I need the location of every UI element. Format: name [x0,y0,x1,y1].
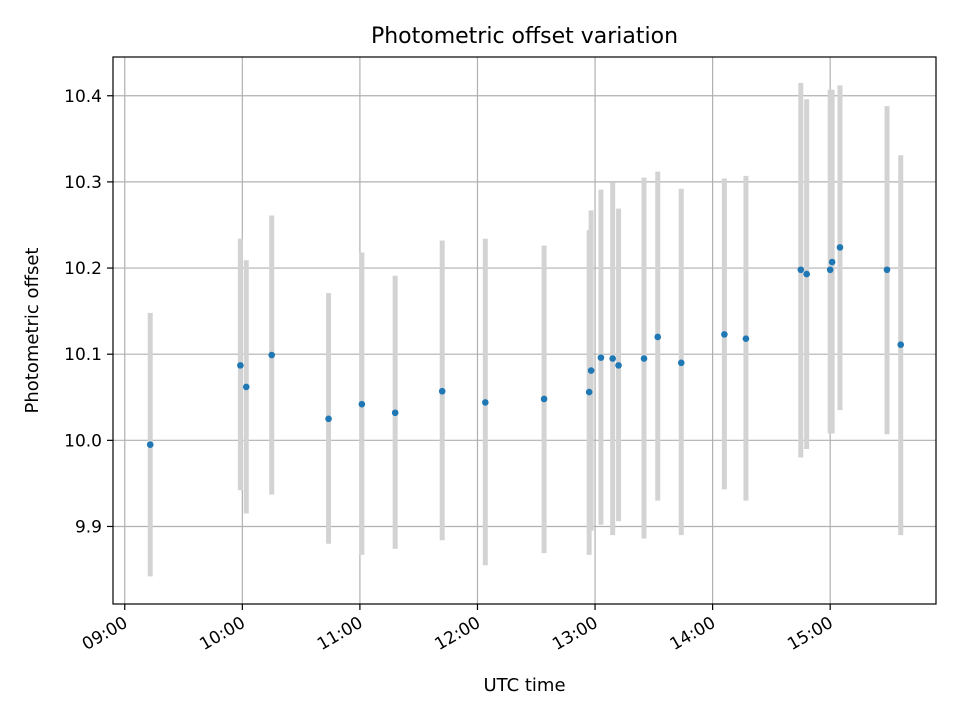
data-point [883,266,891,274]
data-point [640,355,648,362]
plot-area [113,57,936,604]
data-point [391,409,399,417]
data-point [146,441,154,448]
data-point [742,335,750,342]
x-axis-label: UTC time [483,675,565,696]
data-point [438,387,446,395]
data-point [797,266,805,274]
data-point [609,355,616,362]
data-point [803,270,810,278]
data-point [826,266,834,274]
y-tick-label: 10.1 [64,345,102,365]
chart-title: Photometric offset variation [371,24,678,49]
data-point-layer [146,244,905,448]
y-tick-label: 9.9 [75,517,102,537]
data-point [828,258,836,266]
y-tick-label: 10.3 [64,173,102,193]
plot-frame [112,56,937,605]
y-axis-label: Photometric offset [22,248,43,414]
data-point [677,359,685,367]
data-point [358,400,366,408]
data-point [540,395,548,403]
y-tick-label: 10.4 [64,87,102,107]
data-point [237,362,244,369]
data-point [615,362,622,369]
data-point [482,399,489,406]
y-tick-label: 10.0 [64,431,102,451]
data-point [325,415,332,423]
data-point [597,354,605,361]
data-point [585,388,593,396]
data-point [897,341,905,349]
data-point [242,383,250,391]
y-tick-label: 10.2 [64,259,102,279]
data-point [836,244,844,251]
data-point [721,331,728,338]
x-axis-ticks: 09:00 10:00 11:00 12:00 13:00 14:00 15:00 [79,604,837,655]
data-point [268,351,276,359]
data-point [654,333,662,341]
data-point [587,367,595,374]
y-axis-ticks: 9.9 10.0 10.1 10.2 10.3 10.4 [64,87,113,537]
